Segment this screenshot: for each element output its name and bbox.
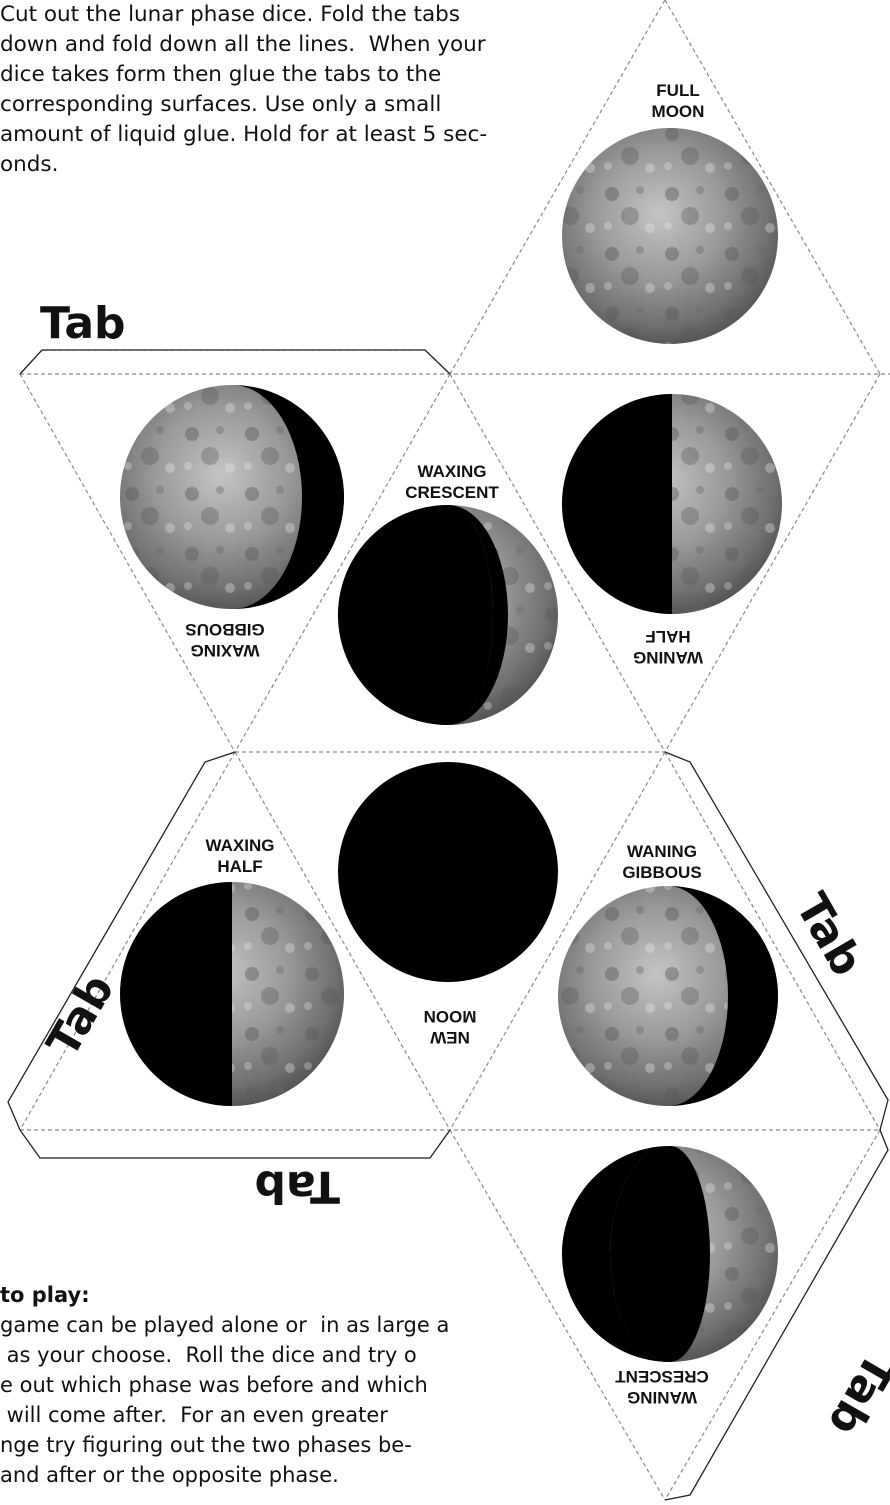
face-label: WAXING [191,641,260,660]
tab-label-right: Tab [785,885,872,985]
face-label: WAXING [418,462,487,481]
tab-label-bottom-right: Tab [818,1345,890,1445]
face-label: HALF [645,627,690,646]
tab-label-top: Tab [40,298,126,349]
face-waning-crescent: WANING CRESCENT [562,1146,778,1407]
face-label: WANING [627,842,697,861]
face-label: WANING [633,648,703,667]
moon-photo-icon [338,505,558,725]
face-waxing-half: WAXING HALF [120,836,344,1106]
face-waxing-crescent: WAXING CRESCENT [338,462,558,725]
moon-photo-icon [338,762,558,982]
tab-label-left: Tab [37,966,124,1066]
face-label: CRESCENT [405,483,499,502]
moon-photo-icon [120,385,344,609]
face-label: FULL [656,81,699,100]
moon-photo-icon [562,128,778,344]
face-full-moon: FULL MOON [562,81,778,344]
moon-photo-icon [562,394,782,614]
moon-photo-icon [558,886,778,1106]
face-new-moon: NEW MOON [338,762,558,1047]
face-label: MOON [424,1007,477,1026]
face-label: GIBBOUS [185,620,264,639]
face-label: HALF [217,857,262,876]
face-label: NEW [429,1028,470,1047]
face-label: CRESCENT [615,1367,709,1386]
tab-label-bottom: Tab [254,1161,340,1212]
face-label: WAXING [206,836,275,855]
face-label: MOON [652,102,705,121]
moon-photo-icon [562,1146,778,1362]
face-label: WANING [627,1388,697,1407]
moon-photo-icon [120,882,344,1106]
face-waning-half: WANING HALF [562,394,782,667]
face-label: GIBBOUS [622,863,701,882]
